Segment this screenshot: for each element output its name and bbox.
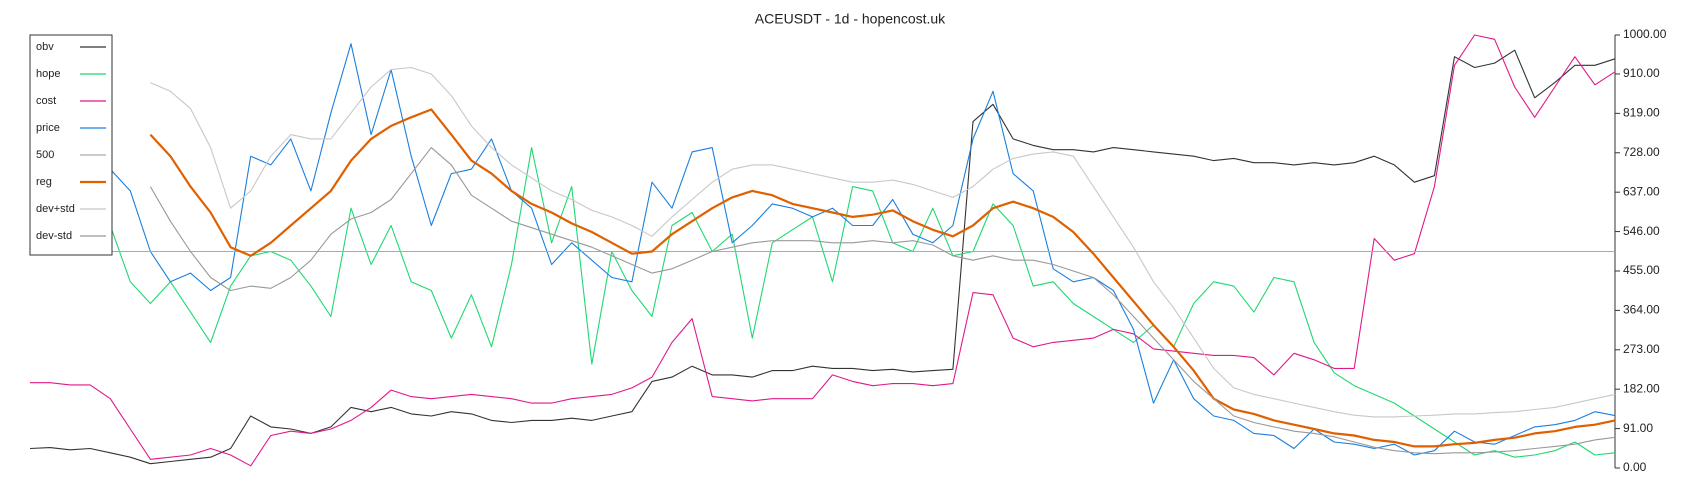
y-tick-label: 1000.00	[1623, 27, 1667, 41]
series-line	[29, 49, 1616, 465]
legend: obv hope cost price 500 reg dev+std dev-std	[29, 34, 113, 256]
legend-label: dev+std	[36, 203, 75, 215]
legend-label: reg	[36, 176, 52, 188]
y-tick-label: 455.00	[1623, 263, 1660, 277]
y-tick-label: 273.00	[1623, 342, 1660, 356]
legend-label: dev-std	[36, 230, 72, 242]
series-line	[30, 34, 1616, 467]
y-tick-label: 819.00	[1623, 106, 1660, 120]
y-tick-label: 728.00	[1623, 145, 1660, 159]
legend-label: price	[36, 122, 60, 134]
y-tick-label: 364.00	[1623, 303, 1660, 317]
chart-title: ACEUSDT - 1d - hopencost.uk	[755, 11, 946, 27]
y-tick-label: 637.00	[1623, 184, 1660, 198]
y-tick-label: 0.00	[1623, 460, 1647, 474]
y-tick-label: 182.00	[1623, 381, 1660, 395]
y-tick-label: 910.00	[1623, 66, 1660, 80]
legend-label: obv	[36, 41, 54, 53]
series-line	[109, 43, 1616, 456]
legend-label: hope	[36, 68, 60, 80]
y-tick-label: 91.00	[1623, 421, 1653, 435]
legend-box	[29, 34, 113, 256]
series-line	[109, 147, 1616, 458]
series-line	[150, 66, 1616, 418]
series-line	[149, 108, 1616, 448]
y-tick-label: 546.00	[1623, 224, 1660, 238]
legend-label: 500	[36, 149, 54, 161]
series-line	[149, 147, 1616, 455]
legend-label: cost	[36, 95, 56, 107]
